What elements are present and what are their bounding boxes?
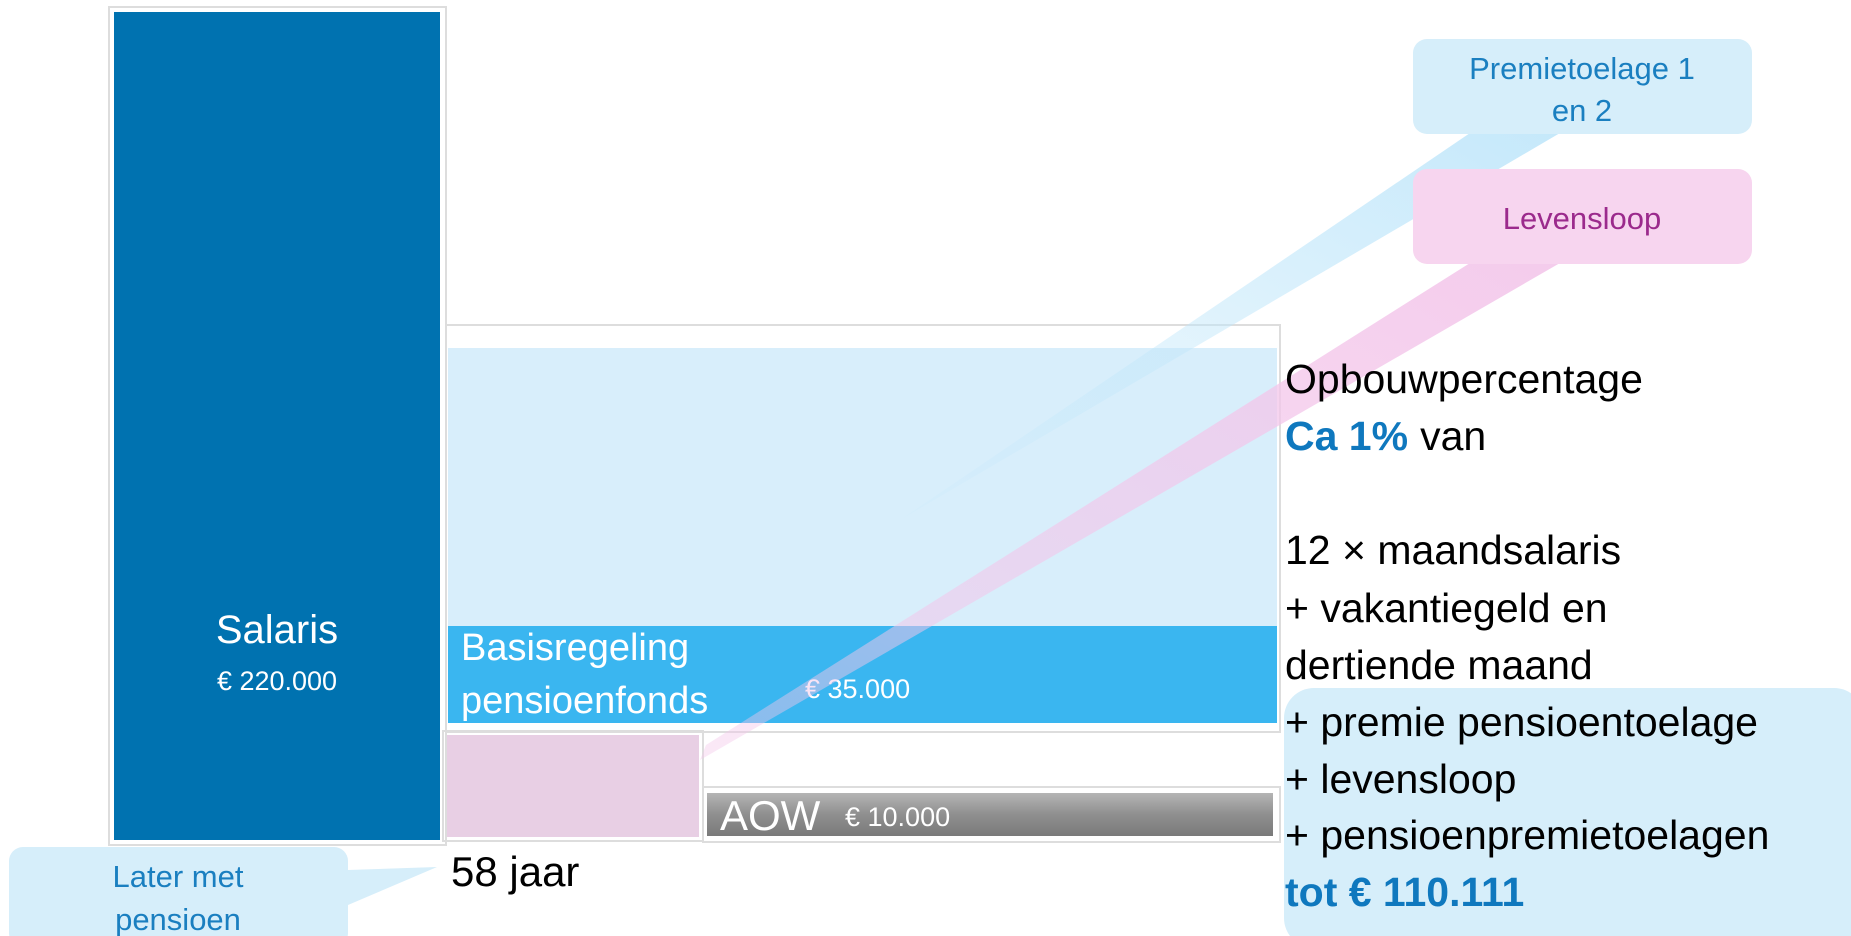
explanation-line: + vakantiegeld en	[1285, 585, 1608, 631]
explanation-line: 12 × maandsalaris	[1285, 527, 1621, 573]
basisregeling-bar	[448, 626, 1277, 723]
later-callout-text: Later met	[113, 859, 244, 894]
premie-beam	[900, 133, 1560, 520]
explanation-after: van	[1420, 413, 1486, 459]
explanation-rate: Ca 1% van	[1285, 413, 1486, 459]
levensloop-beam	[700, 263, 1560, 760]
explanation-line: + pensioenpremietoelagen	[1285, 812, 1769, 858]
levensloop-callout	[1413, 169, 1752, 264]
salaris-label: Salaris	[216, 608, 338, 652]
premie-callout-text: en 2	[1552, 93, 1612, 128]
aow-bar	[707, 793, 1273, 836]
aow-label: AOW	[720, 792, 821, 839]
premie-callout	[1413, 39, 1752, 134]
explanation-line: dertiende maand	[1285, 642, 1593, 688]
total-box	[1284, 688, 1851, 936]
later-callout-text: pensioen	[115, 902, 241, 936]
basisregeling-label: Basisregeling	[461, 627, 689, 669]
aow-amount: € 10.000	[845, 802, 950, 832]
explanation-line: + premie pensioentoelage	[1285, 699, 1758, 745]
explanation-heading: Opbouwpercentage	[1285, 356, 1643, 402]
aow-frame	[702, 786, 1281, 843]
premie-callout-text: Premietoelage 1	[1469, 51, 1695, 86]
salaris-bar	[114, 12, 440, 840]
age-label: 58 jaar	[451, 848, 579, 895]
explanation-highlight: Ca 1%	[1285, 413, 1408, 459]
pension-frame	[445, 324, 1281, 733]
later-callout	[9, 847, 348, 936]
salaris-amount: € 220.000	[217, 666, 337, 696]
basisregeling-label: pensioenfonds	[461, 680, 708, 722]
explanation-total: tot € 110.111	[1285, 869, 1524, 915]
levensloop-callout-text: Levensloop	[1503, 201, 1662, 236]
levensloop-block	[447, 735, 699, 837]
explanation-line: + levensloop	[1285, 756, 1516, 802]
